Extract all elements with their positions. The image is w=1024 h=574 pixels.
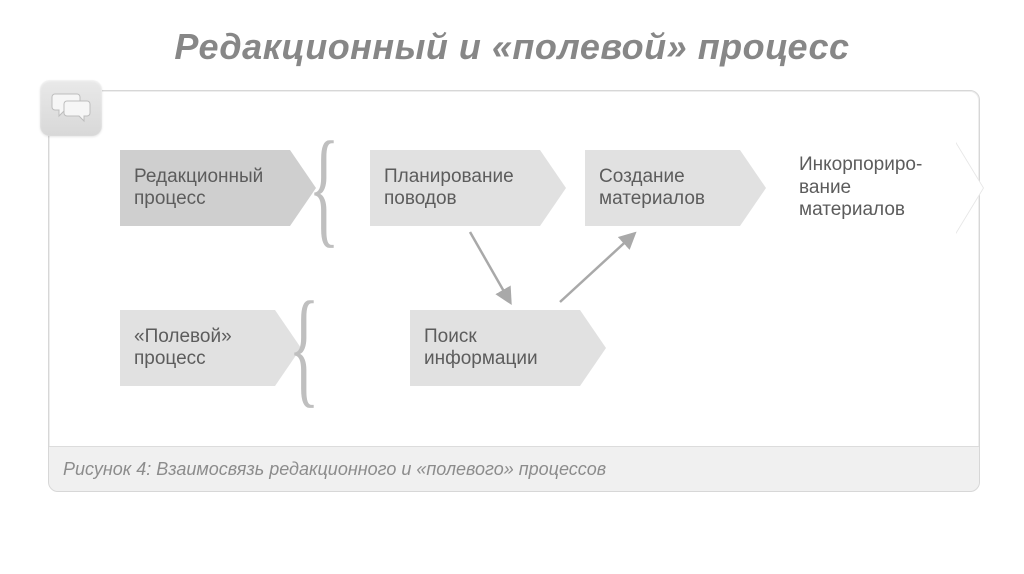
connector-arrows: [0, 0, 1024, 574]
